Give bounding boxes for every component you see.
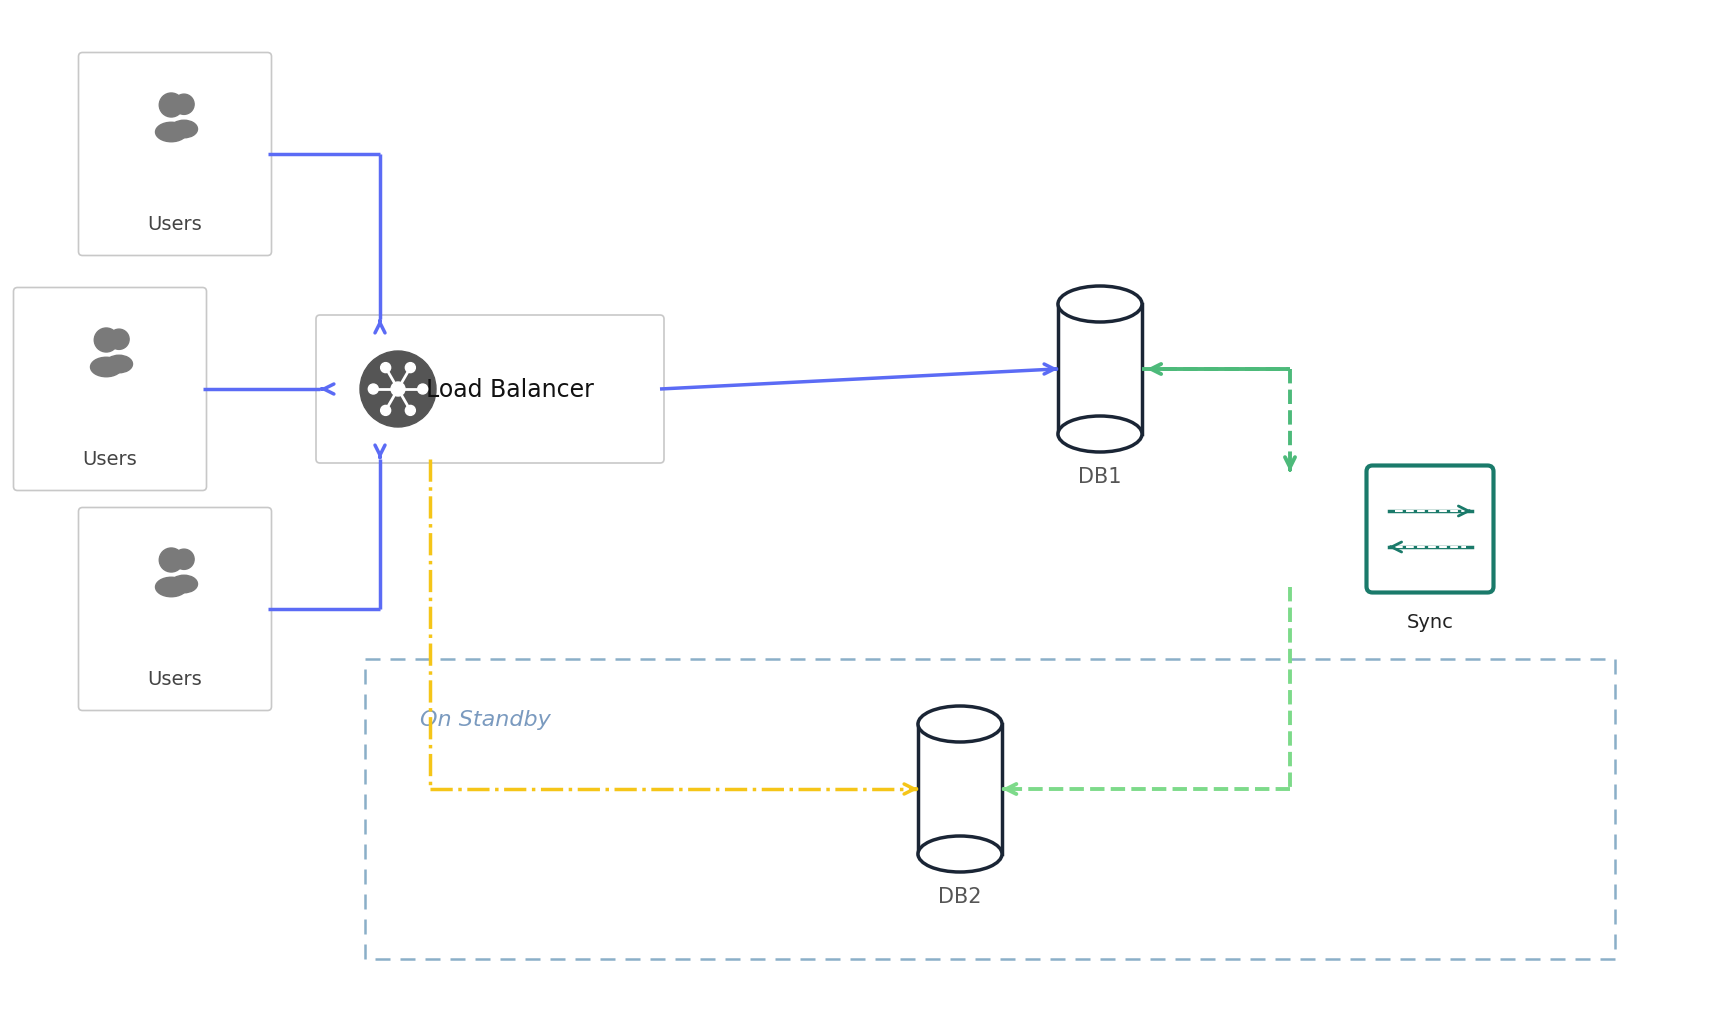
Text: DB2: DB2 [938,887,981,906]
Bar [1059,305,1142,434]
Circle shape [93,329,118,353]
FancyBboxPatch shape [317,316,664,464]
Ellipse shape [106,356,133,373]
FancyBboxPatch shape [78,53,272,256]
Circle shape [175,95,194,115]
Circle shape [417,384,427,394]
Text: DB1: DB1 [1078,467,1121,486]
Circle shape [159,94,183,118]
Text: Users: Users [147,669,202,688]
Ellipse shape [919,706,1002,742]
Circle shape [381,363,391,373]
Text: Users: Users [83,449,137,469]
Circle shape [405,406,415,416]
Text: Users: Users [147,215,202,233]
Text: On Standby: On Standby [420,709,550,730]
Bar [919,725,1002,854]
Ellipse shape [156,123,187,143]
Ellipse shape [171,576,197,593]
Circle shape [368,384,379,394]
Ellipse shape [360,352,436,428]
Circle shape [405,363,415,373]
Circle shape [159,548,183,573]
FancyBboxPatch shape [78,508,272,711]
Circle shape [381,406,391,416]
FancyBboxPatch shape [1367,466,1493,593]
Ellipse shape [90,358,123,377]
Ellipse shape [156,578,187,597]
Ellipse shape [1059,417,1142,452]
Bar [365,659,1616,959]
FancyBboxPatch shape [14,288,206,491]
Ellipse shape [919,837,1002,872]
Text: Load Balancer: Load Balancer [426,378,593,401]
Text: Sync: Sync [1406,611,1453,631]
Circle shape [391,382,405,396]
Circle shape [109,330,130,351]
Ellipse shape [171,121,197,139]
Circle shape [175,549,194,570]
Ellipse shape [1059,286,1142,323]
